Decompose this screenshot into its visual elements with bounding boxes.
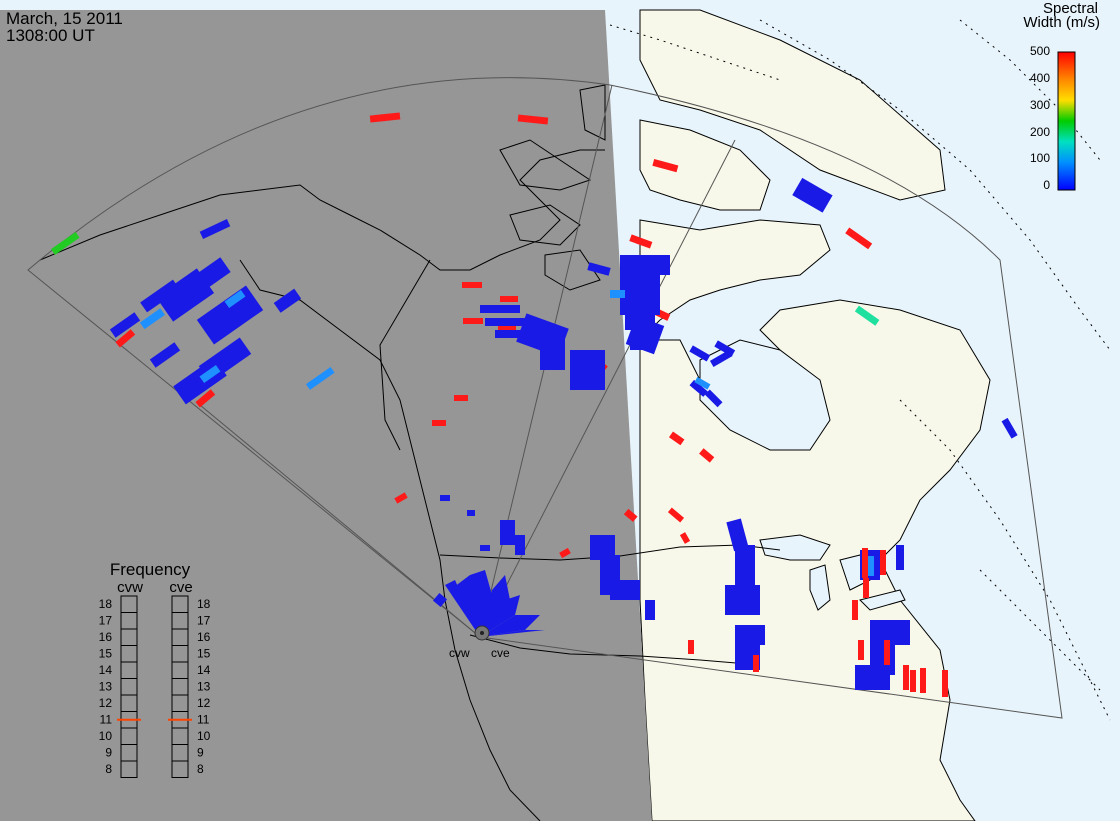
frequency-level-label: 14 bbox=[197, 663, 211, 677]
legend-title-line2: Width (m/s) bbox=[1023, 14, 1100, 31]
echo-group-alaska-mid bbox=[139, 289, 335, 390]
frequency-level-label: 12 bbox=[99, 696, 113, 710]
arctic-island-4 bbox=[579, 84, 606, 141]
echo-us-mid bbox=[868, 556, 874, 576]
lake-superior bbox=[759, 534, 831, 561]
station-cvw-label: cvw bbox=[449, 646, 470, 660]
state-border bbox=[469, 634, 761, 666]
frequency-level-label: 17 bbox=[197, 614, 211, 628]
arctic-island-2 bbox=[509, 204, 581, 246]
hudson-bay bbox=[699, 339, 831, 451]
echo-green bbox=[50, 231, 80, 255]
lat-75 bbox=[959, 19, 1101, 161]
frequency-level-label: 8 bbox=[197, 762, 204, 776]
coastlines-night bbox=[39, 84, 606, 821]
freq-radar-cvw-label: cvw bbox=[117, 579, 143, 596]
frequency-level-label: 18 bbox=[197, 597, 211, 611]
station-cve-label: cve bbox=[491, 646, 510, 660]
frequency-level-label: 9 bbox=[197, 746, 204, 760]
echo-cyan bbox=[854, 305, 880, 326]
great-lakes bbox=[759, 534, 906, 611]
frequency-level-label: 15 bbox=[99, 647, 113, 661]
station-center-dot bbox=[480, 631, 484, 635]
legend-tick-200: 200 bbox=[1030, 125, 1050, 139]
frequency-level-label: 10 bbox=[197, 729, 211, 743]
legend-tick-0: 0 bbox=[1043, 178, 1050, 192]
legend-tick-100: 100 bbox=[1030, 151, 1050, 165]
echo-group-alaska-high bbox=[115, 329, 216, 408]
frequency-level-label: 11 bbox=[100, 713, 113, 727]
frequency-level-label: 13 bbox=[99, 680, 113, 694]
legend-tick-500: 500 bbox=[1030, 44, 1050, 58]
legend-tick-300: 300 bbox=[1030, 98, 1050, 112]
frequency-title: Frequency bbox=[110, 560, 191, 579]
frequency-level-label: 10 bbox=[99, 729, 113, 743]
lat-50 bbox=[979, 569, 1101, 691]
frequency-ladder-cvw bbox=[120, 595, 138, 778]
legend-title-line1: Spectral bbox=[1043, 0, 1098, 17]
lake-erie bbox=[859, 589, 906, 611]
fov-west-edge bbox=[199, 404, 481, 638]
echo-cells bbox=[50, 112, 1018, 697]
frequency-ladder-cve bbox=[171, 595, 189, 778]
station-markers bbox=[474, 625, 490, 641]
frequency-level-label: 18 bbox=[99, 597, 113, 611]
frequency-level-label: 13 bbox=[197, 680, 211, 694]
arctic-island-3 bbox=[544, 249, 601, 291]
pacific-coast bbox=[239, 259, 541, 821]
greenland bbox=[639, 9, 946, 201]
alaska-border bbox=[379, 259, 431, 451]
echo-station-fan bbox=[432, 495, 655, 637]
date-label: March, 15 2011 bbox=[6, 9, 123, 28]
color-bar bbox=[1057, 51, 1076, 191]
freq-radar-cve-label: cve bbox=[169, 579, 192, 596]
frequency-level-label: 12 bbox=[197, 696, 211, 710]
latitude-grid bbox=[609, 19, 1111, 721]
lat-60 bbox=[899, 399, 1111, 721]
frequency-level-label: 8 bbox=[105, 762, 112, 776]
frequency-level-label: 14 bbox=[99, 663, 113, 677]
echo-us-east-high bbox=[753, 548, 948, 697]
echo-canada-mid bbox=[610, 290, 711, 390]
frequency-level-label: 16 bbox=[99, 630, 113, 644]
frequency-grid: 18 17 16 15 14 13 12 11 10 9 8 18 17 16 15 14 13 12 11 10 9 8 bbox=[99, 595, 211, 778]
echo-canada bbox=[480, 177, 1018, 439]
echo-arctic-high bbox=[369, 112, 873, 654]
legend-tick-400: 400 bbox=[1030, 71, 1050, 85]
lat-80 bbox=[609, 24, 781, 81]
frequency-level-label: 11 bbox=[197, 713, 210, 727]
frequency-level-label: 9 bbox=[105, 746, 112, 760]
frequency-level-label: 17 bbox=[99, 614, 113, 628]
fov-outer bbox=[27, 77, 1063, 719]
color-scale-legend: Spectral Width (m/s) 500 400 300 200 100… bbox=[1023, 0, 1100, 192]
arctic-island-1 bbox=[499, 139, 592, 191]
ellesmere-island bbox=[639, 119, 771, 211]
lake-michigan bbox=[809, 564, 831, 611]
frequency-panel: Frequency cvw cve 1817161514131211109818… bbox=[99, 560, 211, 778]
frequency-level-label: 15 bbox=[197, 647, 211, 661]
frequency-level-label: 16 bbox=[197, 630, 211, 644]
arctic-coast bbox=[39, 149, 605, 271]
time-label: 1308:00 UT bbox=[6, 26, 95, 45]
